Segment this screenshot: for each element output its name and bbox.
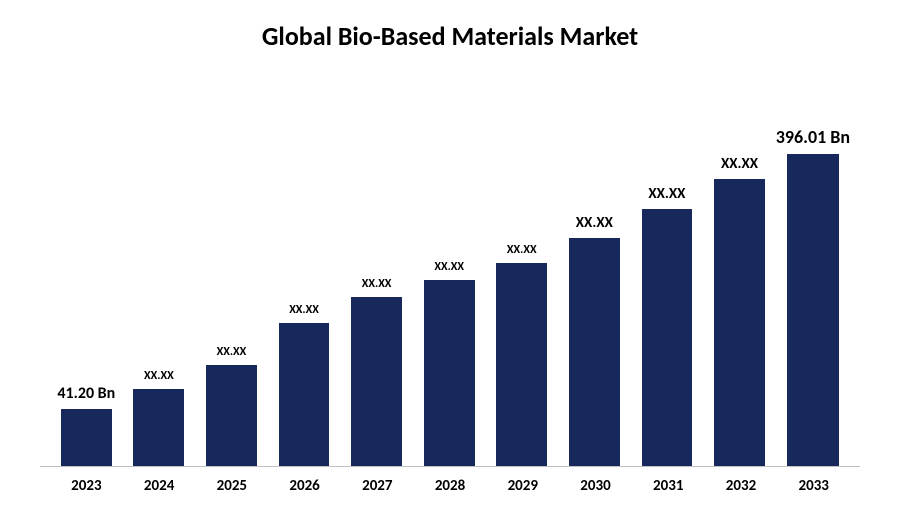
bar-group: XX.XX	[413, 112, 486, 466]
x-axis-label: 2027	[341, 477, 414, 495]
plot-area: 41.20 Bn XX.XX XX.XX XX.XX XX.XX XX.XX XX.XX XX…	[40, 72, 860, 467]
bar-value-label: 396.01 Bn	[776, 126, 850, 148]
bar	[569, 238, 620, 466]
bar	[787, 154, 839, 466]
x-axis-label: 2023	[50, 477, 123, 495]
bar-group: XX.XX	[123, 112, 196, 466]
bar-value-label: XX.XX	[144, 369, 174, 383]
bar-group: XX.XX	[268, 112, 341, 466]
x-axis-label: 2031	[632, 477, 705, 495]
x-axis-label: 2026	[268, 477, 341, 495]
x-axis-label: 2025	[195, 477, 268, 495]
x-axis: 2023202420252026202720282029203020312032…	[40, 467, 860, 495]
bar	[424, 280, 475, 466]
bar-value-label: XX.XX	[362, 277, 392, 291]
x-axis-label: 2029	[486, 477, 559, 495]
bar	[61, 409, 112, 466]
x-axis-label: 2024	[123, 477, 196, 495]
x-axis-label: 2030	[559, 477, 632, 495]
bar-value-label: XX.XX	[648, 185, 685, 203]
bar	[351, 297, 402, 466]
bar-group: XX.XX	[195, 112, 268, 466]
bar	[279, 323, 330, 466]
bar-value-label: XX.XX	[576, 214, 613, 232]
bar-group: XX.XX	[485, 112, 558, 466]
x-axis-label: 2028	[414, 477, 487, 495]
bar-group: XX.XX	[340, 112, 413, 466]
bar-value-label: XX.XX	[434, 260, 464, 274]
bar	[133, 389, 184, 466]
bar-group: XX.XX	[558, 112, 631, 466]
bar-group: XX.XX	[703, 112, 776, 466]
bar-value-label: XX.XX	[721, 155, 758, 173]
bar	[714, 179, 765, 466]
chart-title: Global Bio-Based Materials Market	[40, 20, 860, 52]
bar-value-label: XX.XX	[289, 303, 319, 317]
x-axis-label: 2032	[705, 477, 778, 495]
bar-group: 396.01 Bn	[776, 112, 850, 466]
bar-value-label: XX.XX	[217, 345, 247, 359]
bar-group: 41.20 Bn	[50, 112, 123, 466]
bar-group: XX.XX	[631, 112, 704, 466]
chart-container: Global Bio-Based Materials Market 41.20 …	[0, 0, 900, 525]
bar	[496, 263, 547, 466]
bar	[206, 365, 257, 466]
bar	[642, 209, 693, 466]
x-axis-label: 2033	[777, 477, 850, 495]
bar-value-label: 41.20 Bn	[57, 384, 115, 403]
bar-value-label: XX.XX	[507, 243, 537, 257]
